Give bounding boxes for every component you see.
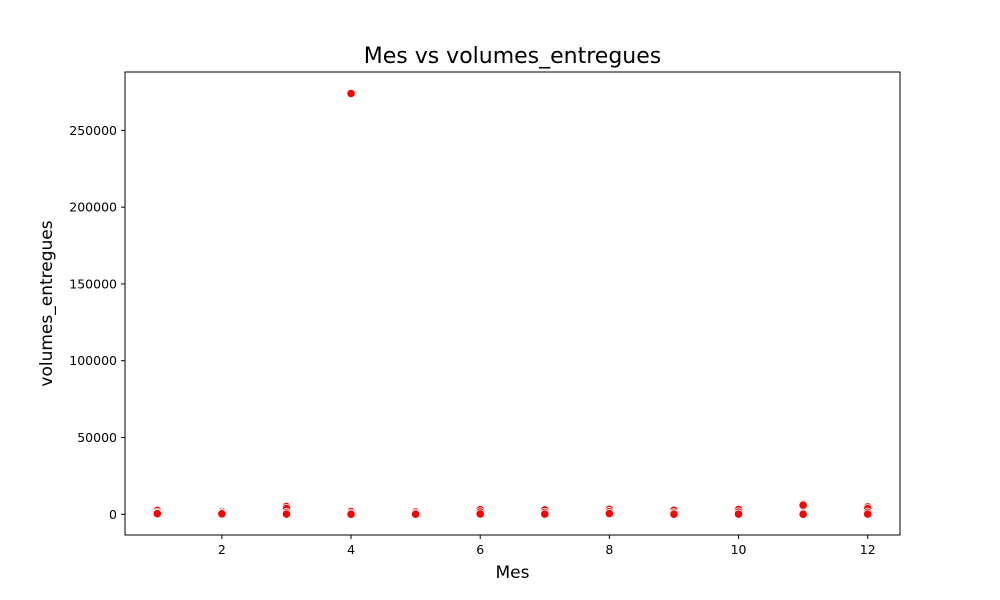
data-point [346, 509, 356, 519]
data-point [669, 509, 679, 519]
x-tick-label: 4 [347, 542, 355, 557]
y-tick-label: 50000 [77, 430, 117, 445]
data-point [863, 509, 873, 519]
data-point [798, 500, 808, 510]
y-axis-ticks: 0 50000 100000 150000 200000 250000 [69, 123, 125, 522]
x-axis-label: Mes [496, 563, 530, 583]
chart-title: Mes vs volumes_entregues [364, 44, 662, 69]
data-point [540, 509, 550, 519]
x-axis-ticks: 2 4 6 8 10 12 [218, 535, 876, 557]
y-tick-label: 100000 [69, 353, 117, 368]
data-point [475, 509, 485, 519]
x-tick-label: 12 [860, 542, 876, 557]
x-tick-label: 6 [476, 542, 484, 557]
data-points [152, 88, 873, 519]
x-tick-label: 8 [605, 542, 613, 557]
y-axis-label: volumes_entregues [37, 220, 57, 386]
x-tick-label: 10 [731, 542, 747, 557]
plot-area [124, 71, 901, 536]
y-tick-label: 150000 [69, 276, 117, 291]
data-point [346, 88, 356, 99]
data-point [281, 509, 292, 519]
data-point [604, 508, 614, 519]
y-tick-label: 250000 [69, 123, 117, 138]
y-tick-label: 0 [109, 507, 117, 522]
x-tick-label: 2 [218, 542, 226, 557]
data-point [798, 509, 808, 519]
data-point [152, 509, 162, 519]
data-point [733, 509, 744, 519]
data-point [411, 509, 421, 519]
y-tick-label: 200000 [69, 200, 117, 215]
data-point [217, 509, 227, 519]
